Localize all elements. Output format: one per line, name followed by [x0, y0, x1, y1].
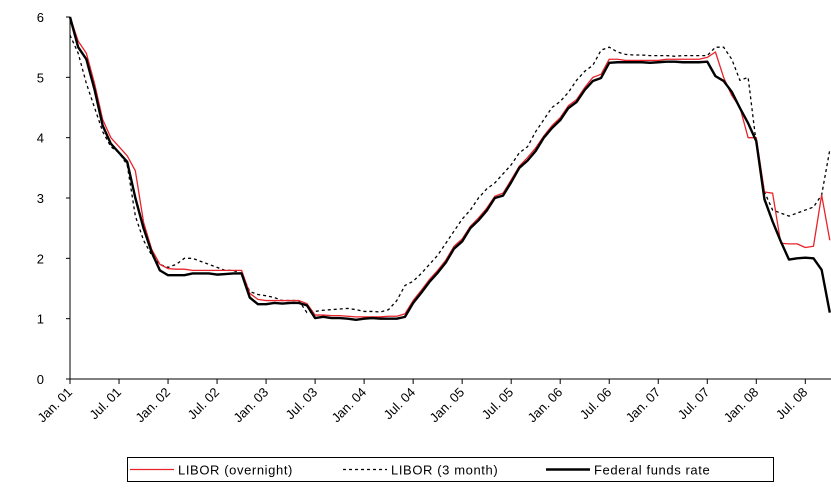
x-tick-label: Jan. 01 — [34, 385, 75, 426]
y-tick-label: 5 — [37, 70, 44, 85]
legend-label: LIBOR (overnight) — [178, 463, 293, 478]
x-tick-label: Jul. 05 — [479, 385, 517, 423]
x-tick-label: Jul. 06 — [577, 385, 615, 423]
y-tick-label: 2 — [37, 251, 44, 266]
series-line — [68, 16, 831, 322]
x-tick-label: Jan. 06 — [525, 385, 566, 426]
x-tick-label: Jan. 02 — [132, 385, 173, 426]
x-tick-label: Jan. 04 — [328, 385, 369, 426]
legend-label: Federal funds rate — [594, 463, 710, 478]
x-tick-label: Jan. 03 — [230, 385, 271, 426]
series-line — [69, 16, 831, 318]
x-tick-label: Jan. 07 — [623, 385, 664, 426]
x-tick-label: Jul. 03 — [283, 385, 321, 423]
x-tick-label: Jul. 04 — [381, 385, 419, 423]
y-tick-label: 4 — [37, 131, 44, 146]
series-line — [69, 34, 831, 314]
x-tick-label: Jul. 02 — [184, 385, 222, 423]
y-tick-label: 6 — [37, 10, 44, 25]
legend-label: LIBOR (3 month) — [391, 463, 498, 478]
y-tick-label: 0 — [37, 372, 44, 387]
legend-box — [127, 457, 774, 482]
x-tick-label: Jul. 07 — [675, 385, 713, 423]
x-tick-label: Jul. 01 — [86, 385, 124, 423]
x-tick-label: Jan. 08 — [721, 385, 762, 426]
x-tick-label: Jul. 08 — [773, 385, 811, 423]
y-tick-label: 1 — [37, 312, 44, 327]
y-tick-label: 3 — [37, 191, 44, 206]
x-tick-label: Jan. 05 — [427, 385, 468, 426]
